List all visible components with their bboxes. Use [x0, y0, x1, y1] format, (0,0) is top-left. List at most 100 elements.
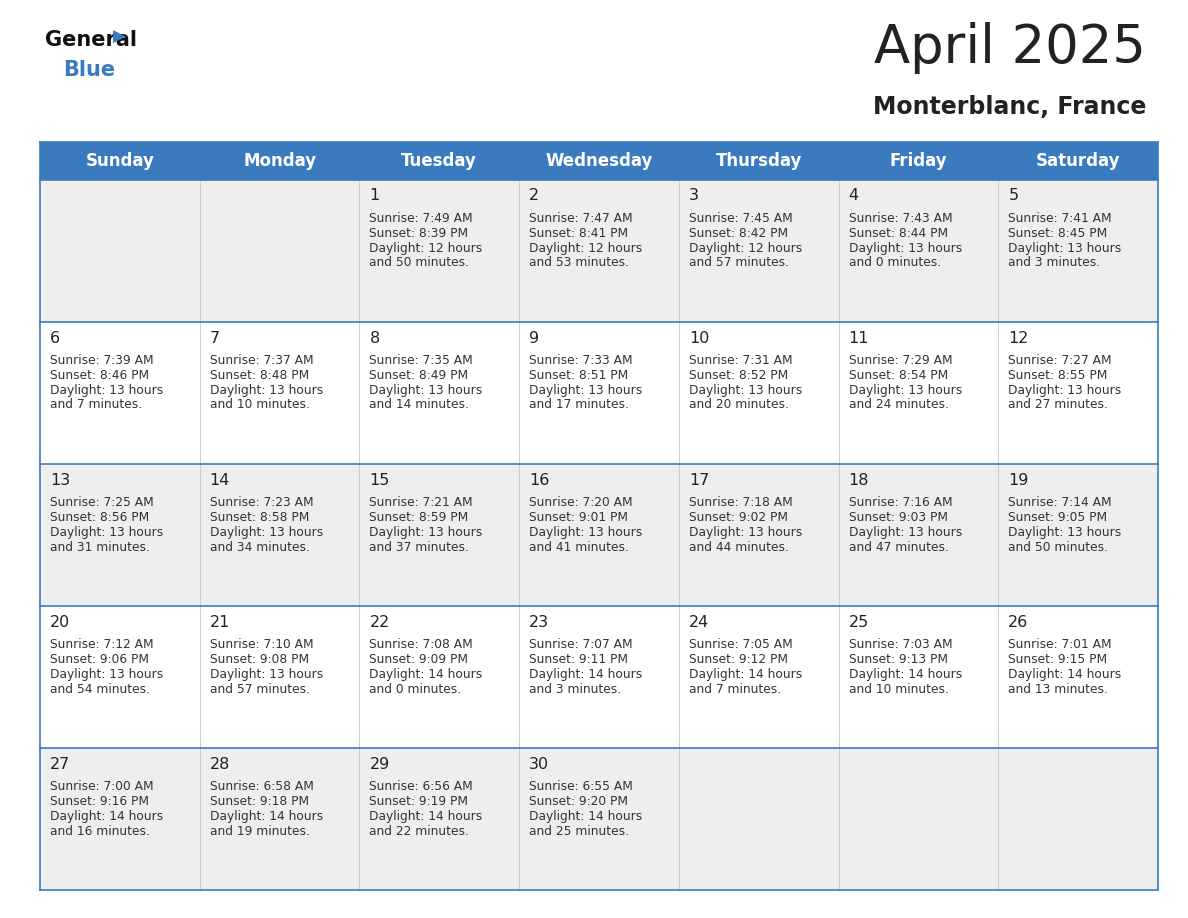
Text: and 14 minutes.: and 14 minutes. [369, 398, 469, 411]
Text: Daylight: 12 hours: Daylight: 12 hours [529, 241, 643, 254]
Text: and 37 minutes.: and 37 minutes. [369, 541, 469, 554]
Text: 10: 10 [689, 330, 709, 345]
Text: and 0 minutes.: and 0 minutes. [848, 256, 941, 269]
Text: Sunset: 9:09 PM: Sunset: 9:09 PM [369, 653, 468, 666]
Text: Sunrise: 7:45 AM: Sunrise: 7:45 AM [689, 212, 792, 225]
Text: Sunrise: 7:41 AM: Sunrise: 7:41 AM [1009, 212, 1112, 225]
Text: Sunrise: 7:31 AM: Sunrise: 7:31 AM [689, 354, 792, 367]
Text: 19: 19 [1009, 473, 1029, 487]
Text: Sunrise: 7:12 AM: Sunrise: 7:12 AM [50, 638, 153, 651]
Text: 4: 4 [848, 188, 859, 204]
Text: Sunset: 8:59 PM: Sunset: 8:59 PM [369, 511, 469, 524]
Text: and 57 minutes.: and 57 minutes. [210, 683, 310, 696]
Text: 11: 11 [848, 330, 870, 345]
Text: Daylight: 14 hours: Daylight: 14 hours [529, 668, 643, 681]
Text: Sunset: 8:51 PM: Sunset: 8:51 PM [529, 369, 628, 382]
Text: and 19 minutes.: and 19 minutes. [210, 824, 310, 838]
Text: 7: 7 [210, 330, 220, 345]
Text: Sunset: 8:49 PM: Sunset: 8:49 PM [369, 369, 468, 382]
Text: 27: 27 [50, 757, 70, 772]
Text: and 31 minutes.: and 31 minutes. [50, 541, 150, 554]
Text: Monday: Monday [244, 151, 316, 170]
Text: and 50 minutes.: and 50 minutes. [369, 256, 469, 269]
Text: Daylight: 14 hours: Daylight: 14 hours [529, 810, 643, 823]
Text: Sunset: 9:11 PM: Sunset: 9:11 PM [529, 653, 628, 666]
Text: and 10 minutes.: and 10 minutes. [210, 398, 310, 411]
Text: Daylight: 13 hours: Daylight: 13 hours [50, 384, 163, 397]
Text: Sunset: 8:52 PM: Sunset: 8:52 PM [689, 369, 788, 382]
Text: ▶: ▶ [113, 28, 126, 46]
Text: Sunset: 9:18 PM: Sunset: 9:18 PM [210, 795, 309, 808]
Text: Daylight: 13 hours: Daylight: 13 hours [50, 526, 163, 539]
Text: General: General [45, 30, 137, 50]
Text: Sunrise: 6:56 AM: Sunrise: 6:56 AM [369, 780, 473, 793]
Text: and 3 minutes.: and 3 minutes. [529, 683, 621, 696]
Text: 1: 1 [369, 188, 380, 204]
Text: 15: 15 [369, 473, 390, 487]
Text: and 34 minutes.: and 34 minutes. [210, 541, 310, 554]
Text: Daylight: 14 hours: Daylight: 14 hours [848, 668, 962, 681]
Text: and 17 minutes.: and 17 minutes. [529, 398, 628, 411]
Text: Daylight: 13 hours: Daylight: 13 hours [369, 384, 482, 397]
Text: 16: 16 [529, 473, 550, 487]
Text: 9: 9 [529, 330, 539, 345]
Text: Daylight: 13 hours: Daylight: 13 hours [848, 526, 962, 539]
Text: Wednesday: Wednesday [545, 151, 652, 170]
Text: Sunset: 8:46 PM: Sunset: 8:46 PM [50, 369, 150, 382]
Text: 17: 17 [689, 473, 709, 487]
Text: Sunrise: 7:35 AM: Sunrise: 7:35 AM [369, 354, 473, 367]
Text: Daylight: 13 hours: Daylight: 13 hours [1009, 384, 1121, 397]
Text: Daylight: 13 hours: Daylight: 13 hours [210, 668, 323, 681]
Text: 18: 18 [848, 473, 870, 487]
Text: and 22 minutes.: and 22 minutes. [369, 824, 469, 838]
Text: Sunset: 9:13 PM: Sunset: 9:13 PM [848, 653, 948, 666]
Text: Daylight: 13 hours: Daylight: 13 hours [689, 384, 802, 397]
Text: and 57 minutes.: and 57 minutes. [689, 256, 789, 269]
Text: Sunset: 8:39 PM: Sunset: 8:39 PM [369, 227, 468, 240]
Text: Daylight: 13 hours: Daylight: 13 hours [848, 384, 962, 397]
Text: 2: 2 [529, 188, 539, 204]
Text: and 10 minutes.: and 10 minutes. [848, 683, 948, 696]
Text: Daylight: 14 hours: Daylight: 14 hours [210, 810, 323, 823]
Text: Sunset: 9:02 PM: Sunset: 9:02 PM [689, 511, 788, 524]
Text: 21: 21 [210, 615, 230, 630]
Text: Sunset: 9:01 PM: Sunset: 9:01 PM [529, 511, 628, 524]
Text: Sunrise: 7:21 AM: Sunrise: 7:21 AM [369, 497, 473, 509]
Text: and 24 minutes.: and 24 minutes. [848, 398, 948, 411]
Text: 30: 30 [529, 757, 549, 772]
Text: 5: 5 [1009, 188, 1018, 204]
Text: Sunrise: 6:58 AM: Sunrise: 6:58 AM [210, 780, 314, 793]
Text: and 20 minutes.: and 20 minutes. [689, 398, 789, 411]
Text: Sunset: 9:12 PM: Sunset: 9:12 PM [689, 653, 788, 666]
Text: Sunset: 8:56 PM: Sunset: 8:56 PM [50, 511, 150, 524]
Text: Sunrise: 7:25 AM: Sunrise: 7:25 AM [50, 497, 153, 509]
Text: Daylight: 13 hours: Daylight: 13 hours [529, 384, 643, 397]
Text: Sunset: 8:48 PM: Sunset: 8:48 PM [210, 369, 309, 382]
Text: and 41 minutes.: and 41 minutes. [529, 541, 628, 554]
Text: 24: 24 [689, 615, 709, 630]
Text: Monterblanc, France: Monterblanc, France [873, 95, 1146, 119]
Text: Daylight: 13 hours: Daylight: 13 hours [1009, 526, 1121, 539]
Text: 8: 8 [369, 330, 380, 345]
Text: Tuesday: Tuesday [402, 151, 478, 170]
Text: Sunrise: 7:03 AM: Sunrise: 7:03 AM [848, 638, 953, 651]
Text: 28: 28 [210, 757, 230, 772]
Text: Sunrise: 7:47 AM: Sunrise: 7:47 AM [529, 212, 633, 225]
Text: 13: 13 [50, 473, 70, 487]
Text: Sunset: 8:41 PM: Sunset: 8:41 PM [529, 227, 628, 240]
Text: Sunrise: 7:20 AM: Sunrise: 7:20 AM [529, 497, 633, 509]
Text: 14: 14 [210, 473, 230, 487]
Text: and 50 minutes.: and 50 minutes. [1009, 541, 1108, 554]
Bar [40, 142, 1158, 180]
Text: and 25 minutes.: and 25 minutes. [529, 824, 630, 838]
Text: Blue: Blue [63, 60, 115, 80]
Text: Sunrise: 7:43 AM: Sunrise: 7:43 AM [848, 212, 953, 225]
Text: 3: 3 [689, 188, 699, 204]
Bar [40, 606, 1158, 748]
Text: Sunrise: 7:14 AM: Sunrise: 7:14 AM [1009, 497, 1112, 509]
Text: Sunrise: 7:00 AM: Sunrise: 7:00 AM [50, 780, 153, 793]
Text: and 0 minutes.: and 0 minutes. [369, 683, 462, 696]
Text: Sunset: 9:06 PM: Sunset: 9:06 PM [50, 653, 148, 666]
Text: Sunrise: 7:33 AM: Sunrise: 7:33 AM [529, 354, 633, 367]
Text: Sunrise: 7:37 AM: Sunrise: 7:37 AM [210, 354, 314, 367]
